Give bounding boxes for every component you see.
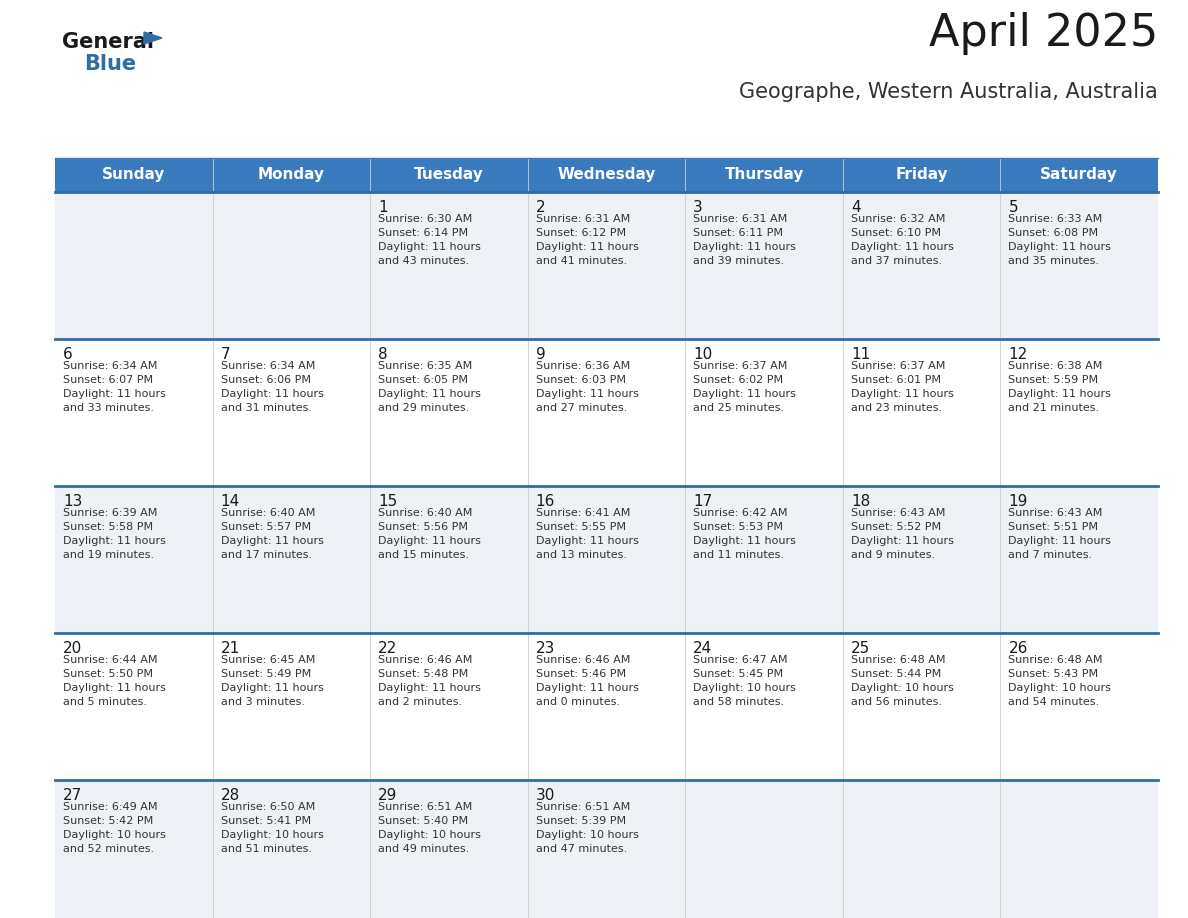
Text: Sunrise: 6:46 AM
Sunset: 5:46 PM
Daylight: 11 hours
and 0 minutes.: Sunrise: 6:46 AM Sunset: 5:46 PM Dayligh…: [536, 655, 639, 707]
Text: 7: 7: [221, 347, 230, 362]
Text: Saturday: Saturday: [1041, 167, 1118, 183]
Text: Sunrise: 6:49 AM
Sunset: 5:42 PM
Daylight: 10 hours
and 52 minutes.: Sunrise: 6:49 AM Sunset: 5:42 PM Dayligh…: [63, 802, 166, 854]
Text: 3: 3: [694, 200, 703, 215]
Text: 11: 11: [851, 347, 870, 362]
Text: 28: 28: [221, 788, 240, 803]
Text: 2: 2: [536, 200, 545, 215]
Text: 17: 17: [694, 494, 713, 509]
Text: 22: 22: [378, 641, 398, 656]
Text: Blue: Blue: [84, 54, 137, 74]
Text: April 2025: April 2025: [929, 12, 1158, 55]
Text: Sunrise: 6:43 AM
Sunset: 5:51 PM
Daylight: 11 hours
and 7 minutes.: Sunrise: 6:43 AM Sunset: 5:51 PM Dayligh…: [1009, 508, 1111, 560]
Text: Sunrise: 6:41 AM
Sunset: 5:55 PM
Daylight: 11 hours
and 13 minutes.: Sunrise: 6:41 AM Sunset: 5:55 PM Dayligh…: [536, 508, 639, 560]
Text: Sunrise: 6:39 AM
Sunset: 5:58 PM
Daylight: 11 hours
and 19 minutes.: Sunrise: 6:39 AM Sunset: 5:58 PM Dayligh…: [63, 508, 166, 560]
Text: 25: 25: [851, 641, 870, 656]
Text: Geographe, Western Australia, Australia: Geographe, Western Australia, Australia: [739, 82, 1158, 102]
Text: Sunrise: 6:33 AM
Sunset: 6:08 PM
Daylight: 11 hours
and 35 minutes.: Sunrise: 6:33 AM Sunset: 6:08 PM Dayligh…: [1009, 214, 1111, 266]
Text: Sunrise: 6:47 AM
Sunset: 5:45 PM
Daylight: 10 hours
and 58 minutes.: Sunrise: 6:47 AM Sunset: 5:45 PM Dayligh…: [694, 655, 796, 707]
Text: Sunrise: 6:46 AM
Sunset: 5:48 PM
Daylight: 11 hours
and 2 minutes.: Sunrise: 6:46 AM Sunset: 5:48 PM Dayligh…: [378, 655, 481, 707]
Text: Sunrise: 6:48 AM
Sunset: 5:43 PM
Daylight: 10 hours
and 54 minutes.: Sunrise: 6:48 AM Sunset: 5:43 PM Dayligh…: [1009, 655, 1111, 707]
Text: 27: 27: [63, 788, 82, 803]
Text: 20: 20: [63, 641, 82, 656]
Bar: [55, 780, 1158, 918]
Text: Sunrise: 6:40 AM
Sunset: 5:57 PM
Daylight: 11 hours
and 17 minutes.: Sunrise: 6:40 AM Sunset: 5:57 PM Dayligh…: [221, 508, 323, 560]
Text: Monday: Monday: [258, 167, 324, 183]
Text: 14: 14: [221, 494, 240, 509]
Text: Sunrise: 6:34 AM
Sunset: 6:06 PM
Daylight: 11 hours
and 31 minutes.: Sunrise: 6:34 AM Sunset: 6:06 PM Dayligh…: [221, 361, 323, 413]
Text: Sunrise: 6:37 AM
Sunset: 6:01 PM
Daylight: 11 hours
and 23 minutes.: Sunrise: 6:37 AM Sunset: 6:01 PM Dayligh…: [851, 361, 954, 413]
Text: Sunrise: 6:36 AM
Sunset: 6:03 PM
Daylight: 11 hours
and 27 minutes.: Sunrise: 6:36 AM Sunset: 6:03 PM Dayligh…: [536, 361, 639, 413]
Text: Friday: Friday: [896, 167, 948, 183]
Text: Sunrise: 6:45 AM
Sunset: 5:49 PM
Daylight: 11 hours
and 3 minutes.: Sunrise: 6:45 AM Sunset: 5:49 PM Dayligh…: [221, 655, 323, 707]
Text: 4: 4: [851, 200, 860, 215]
Text: 15: 15: [378, 494, 398, 509]
Text: Sunrise: 6:37 AM
Sunset: 6:02 PM
Daylight: 11 hours
and 25 minutes.: Sunrise: 6:37 AM Sunset: 6:02 PM Dayligh…: [694, 361, 796, 413]
Bar: [55, 192, 1158, 339]
Text: 16: 16: [536, 494, 555, 509]
Text: 1: 1: [378, 200, 387, 215]
Text: 5: 5: [1009, 200, 1018, 215]
Text: Sunrise: 6:42 AM
Sunset: 5:53 PM
Daylight: 11 hours
and 11 minutes.: Sunrise: 6:42 AM Sunset: 5:53 PM Dayligh…: [694, 508, 796, 560]
Text: 26: 26: [1009, 641, 1028, 656]
Text: Sunrise: 6:50 AM
Sunset: 5:41 PM
Daylight: 10 hours
and 51 minutes.: Sunrise: 6:50 AM Sunset: 5:41 PM Dayligh…: [221, 802, 323, 854]
Text: Wednesday: Wednesday: [557, 167, 656, 183]
Text: 9: 9: [536, 347, 545, 362]
Text: 23: 23: [536, 641, 555, 656]
Text: Tuesday: Tuesday: [415, 167, 484, 183]
Text: Sunrise: 6:35 AM
Sunset: 6:05 PM
Daylight: 11 hours
and 29 minutes.: Sunrise: 6:35 AM Sunset: 6:05 PM Dayligh…: [378, 361, 481, 413]
Text: Sunday: Sunday: [102, 167, 165, 183]
Text: Thursday: Thursday: [725, 167, 804, 183]
Text: Sunrise: 6:30 AM
Sunset: 6:14 PM
Daylight: 11 hours
and 43 minutes.: Sunrise: 6:30 AM Sunset: 6:14 PM Dayligh…: [378, 214, 481, 266]
Bar: [55, 158, 1158, 192]
Text: 29: 29: [378, 788, 398, 803]
Text: 19: 19: [1009, 494, 1028, 509]
Text: Sunrise: 6:51 AM
Sunset: 5:40 PM
Daylight: 10 hours
and 49 minutes.: Sunrise: 6:51 AM Sunset: 5:40 PM Dayligh…: [378, 802, 481, 854]
Text: 21: 21: [221, 641, 240, 656]
Text: Sunrise: 6:40 AM
Sunset: 5:56 PM
Daylight: 11 hours
and 15 minutes.: Sunrise: 6:40 AM Sunset: 5:56 PM Dayligh…: [378, 508, 481, 560]
Text: 18: 18: [851, 494, 870, 509]
Text: 30: 30: [536, 788, 555, 803]
Text: Sunrise: 6:48 AM
Sunset: 5:44 PM
Daylight: 10 hours
and 56 minutes.: Sunrise: 6:48 AM Sunset: 5:44 PM Dayligh…: [851, 655, 954, 707]
Text: Sunrise: 6:31 AM
Sunset: 6:11 PM
Daylight: 11 hours
and 39 minutes.: Sunrise: 6:31 AM Sunset: 6:11 PM Dayligh…: [694, 214, 796, 266]
Text: 13: 13: [63, 494, 82, 509]
Text: Sunrise: 6:31 AM
Sunset: 6:12 PM
Daylight: 11 hours
and 41 minutes.: Sunrise: 6:31 AM Sunset: 6:12 PM Dayligh…: [536, 214, 639, 266]
Text: 8: 8: [378, 347, 387, 362]
Text: Sunrise: 6:34 AM
Sunset: 6:07 PM
Daylight: 11 hours
and 33 minutes.: Sunrise: 6:34 AM Sunset: 6:07 PM Dayligh…: [63, 361, 166, 413]
Text: Sunrise: 6:51 AM
Sunset: 5:39 PM
Daylight: 10 hours
and 47 minutes.: Sunrise: 6:51 AM Sunset: 5:39 PM Dayligh…: [536, 802, 639, 854]
Text: 10: 10: [694, 347, 713, 362]
Text: Sunrise: 6:38 AM
Sunset: 5:59 PM
Daylight: 11 hours
and 21 minutes.: Sunrise: 6:38 AM Sunset: 5:59 PM Dayligh…: [1009, 361, 1111, 413]
Bar: [55, 486, 1158, 633]
Text: 12: 12: [1009, 347, 1028, 362]
Text: 6: 6: [63, 347, 72, 362]
Text: Sunrise: 6:32 AM
Sunset: 6:10 PM
Daylight: 11 hours
and 37 minutes.: Sunrise: 6:32 AM Sunset: 6:10 PM Dayligh…: [851, 214, 954, 266]
Bar: [55, 633, 1158, 780]
Bar: [55, 339, 1158, 486]
Text: Sunrise: 6:43 AM
Sunset: 5:52 PM
Daylight: 11 hours
and 9 minutes.: Sunrise: 6:43 AM Sunset: 5:52 PM Dayligh…: [851, 508, 954, 560]
Text: General: General: [62, 32, 154, 52]
Text: 24: 24: [694, 641, 713, 656]
Text: Sunrise: 6:44 AM
Sunset: 5:50 PM
Daylight: 11 hours
and 5 minutes.: Sunrise: 6:44 AM Sunset: 5:50 PM Dayligh…: [63, 655, 166, 707]
Polygon shape: [144, 32, 162, 44]
